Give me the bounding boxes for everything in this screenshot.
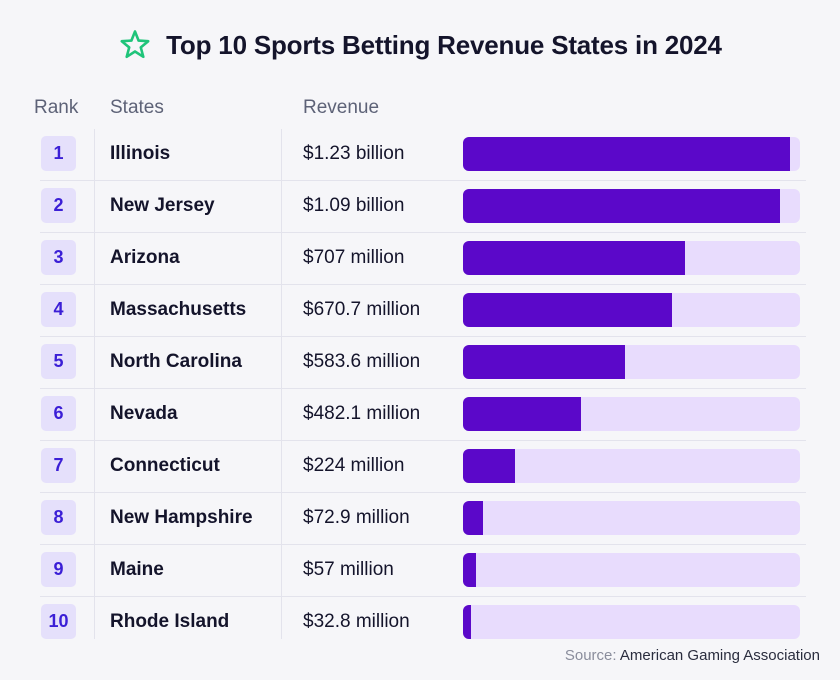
bar-fill bbox=[463, 553, 477, 587]
bar-track bbox=[463, 137, 800, 171]
state-label: Maine bbox=[110, 559, 164, 580]
revenue-label: $670.7 million bbox=[303, 299, 421, 320]
chart-title: Top 10 Sports Betting Revenue States in … bbox=[166, 29, 722, 60]
table-row: 10 Rhode Island $32.8 million bbox=[40, 596, 806, 648]
rank-badge: 8 bbox=[41, 500, 76, 535]
state-label: Illinois bbox=[110, 143, 171, 164]
bar-track bbox=[463, 553, 800, 587]
table-row: 2 New Jersey $1.09 billion bbox=[40, 180, 806, 232]
table-row: 4 Massachusetts $670.7 million bbox=[40, 284, 806, 336]
ranking-table: 1 Illinois $1.23 billion 2 New Jersey $1.09 b… bbox=[40, 129, 806, 648]
state-label: Rhode Island bbox=[110, 611, 230, 632]
revenue-label: $57 million bbox=[303, 559, 394, 580]
revenue-label: $224 million bbox=[303, 455, 405, 476]
state-label: Connecticut bbox=[110, 455, 220, 476]
column-divider bbox=[94, 129, 95, 639]
bar-track bbox=[463, 241, 800, 275]
bar-track bbox=[463, 449, 800, 483]
bar-fill bbox=[463, 137, 790, 171]
revenue-label: $482.1 million bbox=[303, 403, 421, 424]
bar-fill bbox=[463, 605, 472, 639]
rank-badge: 9 bbox=[41, 552, 76, 587]
bar-track bbox=[463, 293, 800, 327]
rank-badge: 4 bbox=[41, 292, 76, 327]
source-name: American Gaming Association bbox=[619, 647, 820, 664]
revenue-label: $32.8 million bbox=[303, 611, 410, 632]
rank-badge: 6 bbox=[41, 396, 76, 431]
bar-fill bbox=[463, 241, 686, 275]
revenue-label: $707 million bbox=[303, 247, 405, 268]
table-row: 7 Connecticut $224 million bbox=[40, 440, 806, 492]
table-row: 1 Illinois $1.23 billion bbox=[40, 129, 806, 180]
rank-badge: 3 bbox=[41, 240, 76, 275]
table-row: 9 Maine $57 million bbox=[40, 544, 806, 596]
bar-track bbox=[463, 345, 800, 379]
header-states: States bbox=[110, 97, 164, 118]
header-rank: Rank bbox=[34, 97, 79, 118]
revenue-label: $1.23 billion bbox=[303, 143, 405, 164]
header-revenue: Revenue bbox=[303, 97, 380, 118]
revenue-label: $583.6 million bbox=[303, 351, 421, 372]
bar-fill bbox=[463, 449, 516, 483]
rank-badge: 5 bbox=[41, 344, 76, 379]
table-row: 5 North Carolina $583.6 million bbox=[40, 336, 806, 388]
source-note: Source: American Gaming Association bbox=[565, 647, 820, 664]
bar-track bbox=[463, 397, 800, 431]
revenue-label: $1.09 billion bbox=[303, 195, 405, 216]
table-row: 6 Nevada $482.1 million bbox=[40, 388, 806, 440]
bar-track bbox=[463, 189, 800, 223]
title-row: Top 10 Sports Betting Revenue States in … bbox=[0, 28, 840, 62]
column-divider bbox=[281, 129, 282, 639]
state-label: North Carolina bbox=[110, 351, 242, 372]
table-row: 3 Arizona $707 million bbox=[40, 232, 806, 284]
bar-fill bbox=[463, 397, 581, 431]
rank-badge: 7 bbox=[41, 448, 76, 483]
rank-badge: 1 bbox=[41, 136, 76, 171]
bar-fill bbox=[463, 293, 672, 327]
revenue-label: $72.9 million bbox=[303, 507, 410, 528]
state-label: Massachusetts bbox=[110, 299, 247, 320]
table-row: 8 New Hampshire $72.9 million bbox=[40, 492, 806, 544]
bar-fill bbox=[463, 501, 484, 535]
bar-fill bbox=[463, 189, 780, 223]
state-label: New Hampshire bbox=[110, 507, 253, 528]
bar-track bbox=[463, 605, 800, 639]
bar-fill bbox=[463, 345, 625, 379]
state-label: Arizona bbox=[110, 247, 180, 268]
star-icon bbox=[120, 30, 150, 59]
bar-track bbox=[463, 501, 800, 535]
state-label: New Jersey bbox=[110, 195, 215, 216]
state-label: Nevada bbox=[110, 403, 178, 424]
rank-badge: 2 bbox=[41, 188, 76, 223]
rank-badge: 10 bbox=[41, 604, 76, 639]
source-label: Source: bbox=[564, 647, 617, 664]
